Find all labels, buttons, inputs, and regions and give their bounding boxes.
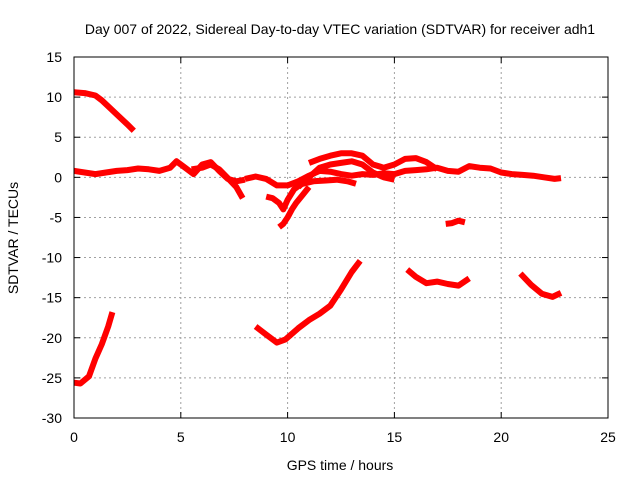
series-layer <box>73 89 563 387</box>
y-tick-label: -15 <box>42 290 62 306</box>
y-axis-label: SDTVAR / TECUs <box>5 182 21 294</box>
series-arc-14 <box>73 311 116 387</box>
y-tick-label: 15 <box>46 49 62 65</box>
x-tick-label: 10 <box>280 429 296 445</box>
y-tick-label: -5 <box>50 209 63 225</box>
x-tick-label: 0 <box>70 429 78 445</box>
x-axis-label: GPS time / hours <box>287 457 394 473</box>
series-arc-01 <box>73 89 136 133</box>
y-tick-label: -10 <box>42 250 62 266</box>
series-arc-12 <box>405 267 471 289</box>
series-arc-06 <box>296 158 396 190</box>
x-tick-label: 25 <box>600 429 616 445</box>
x-tick-label: 20 <box>493 429 509 445</box>
series-arc-03 <box>191 161 246 200</box>
y-tick-label: 0 <box>54 169 62 185</box>
series-arc-04 <box>244 163 562 189</box>
y-tick-label: 10 <box>46 89 62 105</box>
tick-layer: 0 5 10 15 20 25 15 10 5 0 -5 -10 -15 -20 -25 -30 <box>42 49 616 445</box>
series-arc-13 <box>518 271 563 300</box>
y-tick-label: -30 <box>42 410 62 426</box>
x-tick-label: 15 <box>387 429 403 445</box>
y-tick-label: -25 <box>42 370 62 386</box>
series-arc-08 <box>265 178 314 213</box>
series-arc-10 <box>445 217 466 227</box>
y-tick-label: 5 <box>54 129 62 145</box>
plot-frame <box>73 56 609 419</box>
grid-layer <box>74 57 608 418</box>
series-arc-09 <box>277 185 312 230</box>
series-arc-11 <box>253 258 363 346</box>
x-tick-label: 5 <box>177 429 185 445</box>
y-tick-label: -20 <box>42 330 62 346</box>
series-arc-05 <box>307 150 439 172</box>
chart-title: Day 007 of 2022, Sidereal Day-to-day VTE… <box>85 21 595 37</box>
